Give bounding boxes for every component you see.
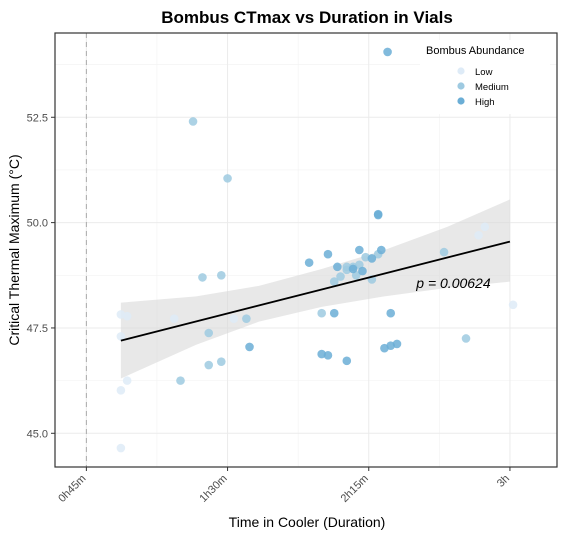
y-tick-label: 52.5 xyxy=(27,112,48,124)
panel-border xyxy=(54,32,558,468)
data-point-low xyxy=(116,443,126,453)
x-tick-label: 2h15m xyxy=(339,473,371,505)
legend-key-high xyxy=(457,97,465,105)
data-point-low xyxy=(480,222,490,232)
data-point-high xyxy=(373,210,383,220)
y-axis: 45.0 47.5 50.0 52.5 xyxy=(27,112,55,440)
legend-label-medium: Medium xyxy=(475,82,509,93)
data-point-medium xyxy=(329,277,339,286)
legend-key-low xyxy=(457,67,465,75)
data-point-low xyxy=(229,314,239,323)
data-point-low xyxy=(116,386,126,395)
data-point-medium xyxy=(216,357,226,366)
data-point-medium xyxy=(188,117,198,126)
legend-label-high: High xyxy=(475,97,495,108)
data-point-high xyxy=(342,356,352,366)
legend-label-low: Low xyxy=(475,67,493,78)
y-axis-title: Critical Thermal Maximum (°C) xyxy=(6,154,22,345)
data-point-low xyxy=(474,230,483,240)
data-point-low xyxy=(508,300,518,310)
data-point-low xyxy=(116,332,126,341)
data-point-high xyxy=(367,254,377,263)
legend-background xyxy=(420,40,550,114)
data-point-medium xyxy=(317,308,326,318)
data-point-medium xyxy=(439,247,449,257)
data-point-medium xyxy=(461,334,471,343)
confidence-band xyxy=(120,199,510,379)
p-value-annotation: p = 0.00624 xyxy=(415,275,491,291)
data-point-high xyxy=(323,249,333,259)
data-point-medium xyxy=(216,270,226,280)
chart-title: Bombus CTmax vs Duration in Vials xyxy=(161,8,453,27)
data-point-high xyxy=(323,351,333,360)
data-point-medium xyxy=(223,174,232,183)
data-point-low xyxy=(122,376,132,385)
data-point-high xyxy=(355,245,364,255)
data-point-high xyxy=(245,342,254,352)
data-point-medium xyxy=(176,376,185,385)
data-point-high xyxy=(383,47,392,57)
confidence-band-area xyxy=(120,199,510,379)
legend: Bombus Abundance Low Medium High xyxy=(420,40,550,114)
trend-line xyxy=(120,240,511,342)
data-point-high xyxy=(304,258,314,267)
data-point-medium xyxy=(204,360,214,370)
data-point-high xyxy=(392,339,402,349)
data-point-medium xyxy=(204,328,214,338)
y-tick-label: 50.0 xyxy=(27,218,48,230)
x-tick-label: 1h30m xyxy=(197,473,229,505)
data-point-high xyxy=(358,266,367,276)
legend-key-medium xyxy=(457,82,465,90)
data-point-high xyxy=(333,262,342,272)
data-point-high xyxy=(377,245,386,255)
data-point-low xyxy=(169,314,179,323)
x-axis-title: Time in Cooler (Duration) xyxy=(229,514,386,530)
x-tick-label: 3h xyxy=(495,473,512,490)
data-point-medium xyxy=(336,272,345,281)
data-point-high xyxy=(380,343,389,353)
data-point-high xyxy=(386,308,396,318)
x-tick-label: 0h45m xyxy=(56,473,88,505)
x-axis: 0h45m 1h30m 2h15m 3h xyxy=(56,467,512,505)
y-tick-label: 47.5 xyxy=(27,323,48,335)
data-point-low xyxy=(122,311,132,321)
data-point-medium xyxy=(198,273,207,282)
legend-title: Bombus Abundance xyxy=(426,45,524,57)
data-point-medium xyxy=(242,314,251,323)
data-point-high xyxy=(348,264,358,274)
y-tick-label: 45.0 xyxy=(27,428,48,440)
data-points xyxy=(116,47,518,453)
data-point-high xyxy=(329,308,339,318)
